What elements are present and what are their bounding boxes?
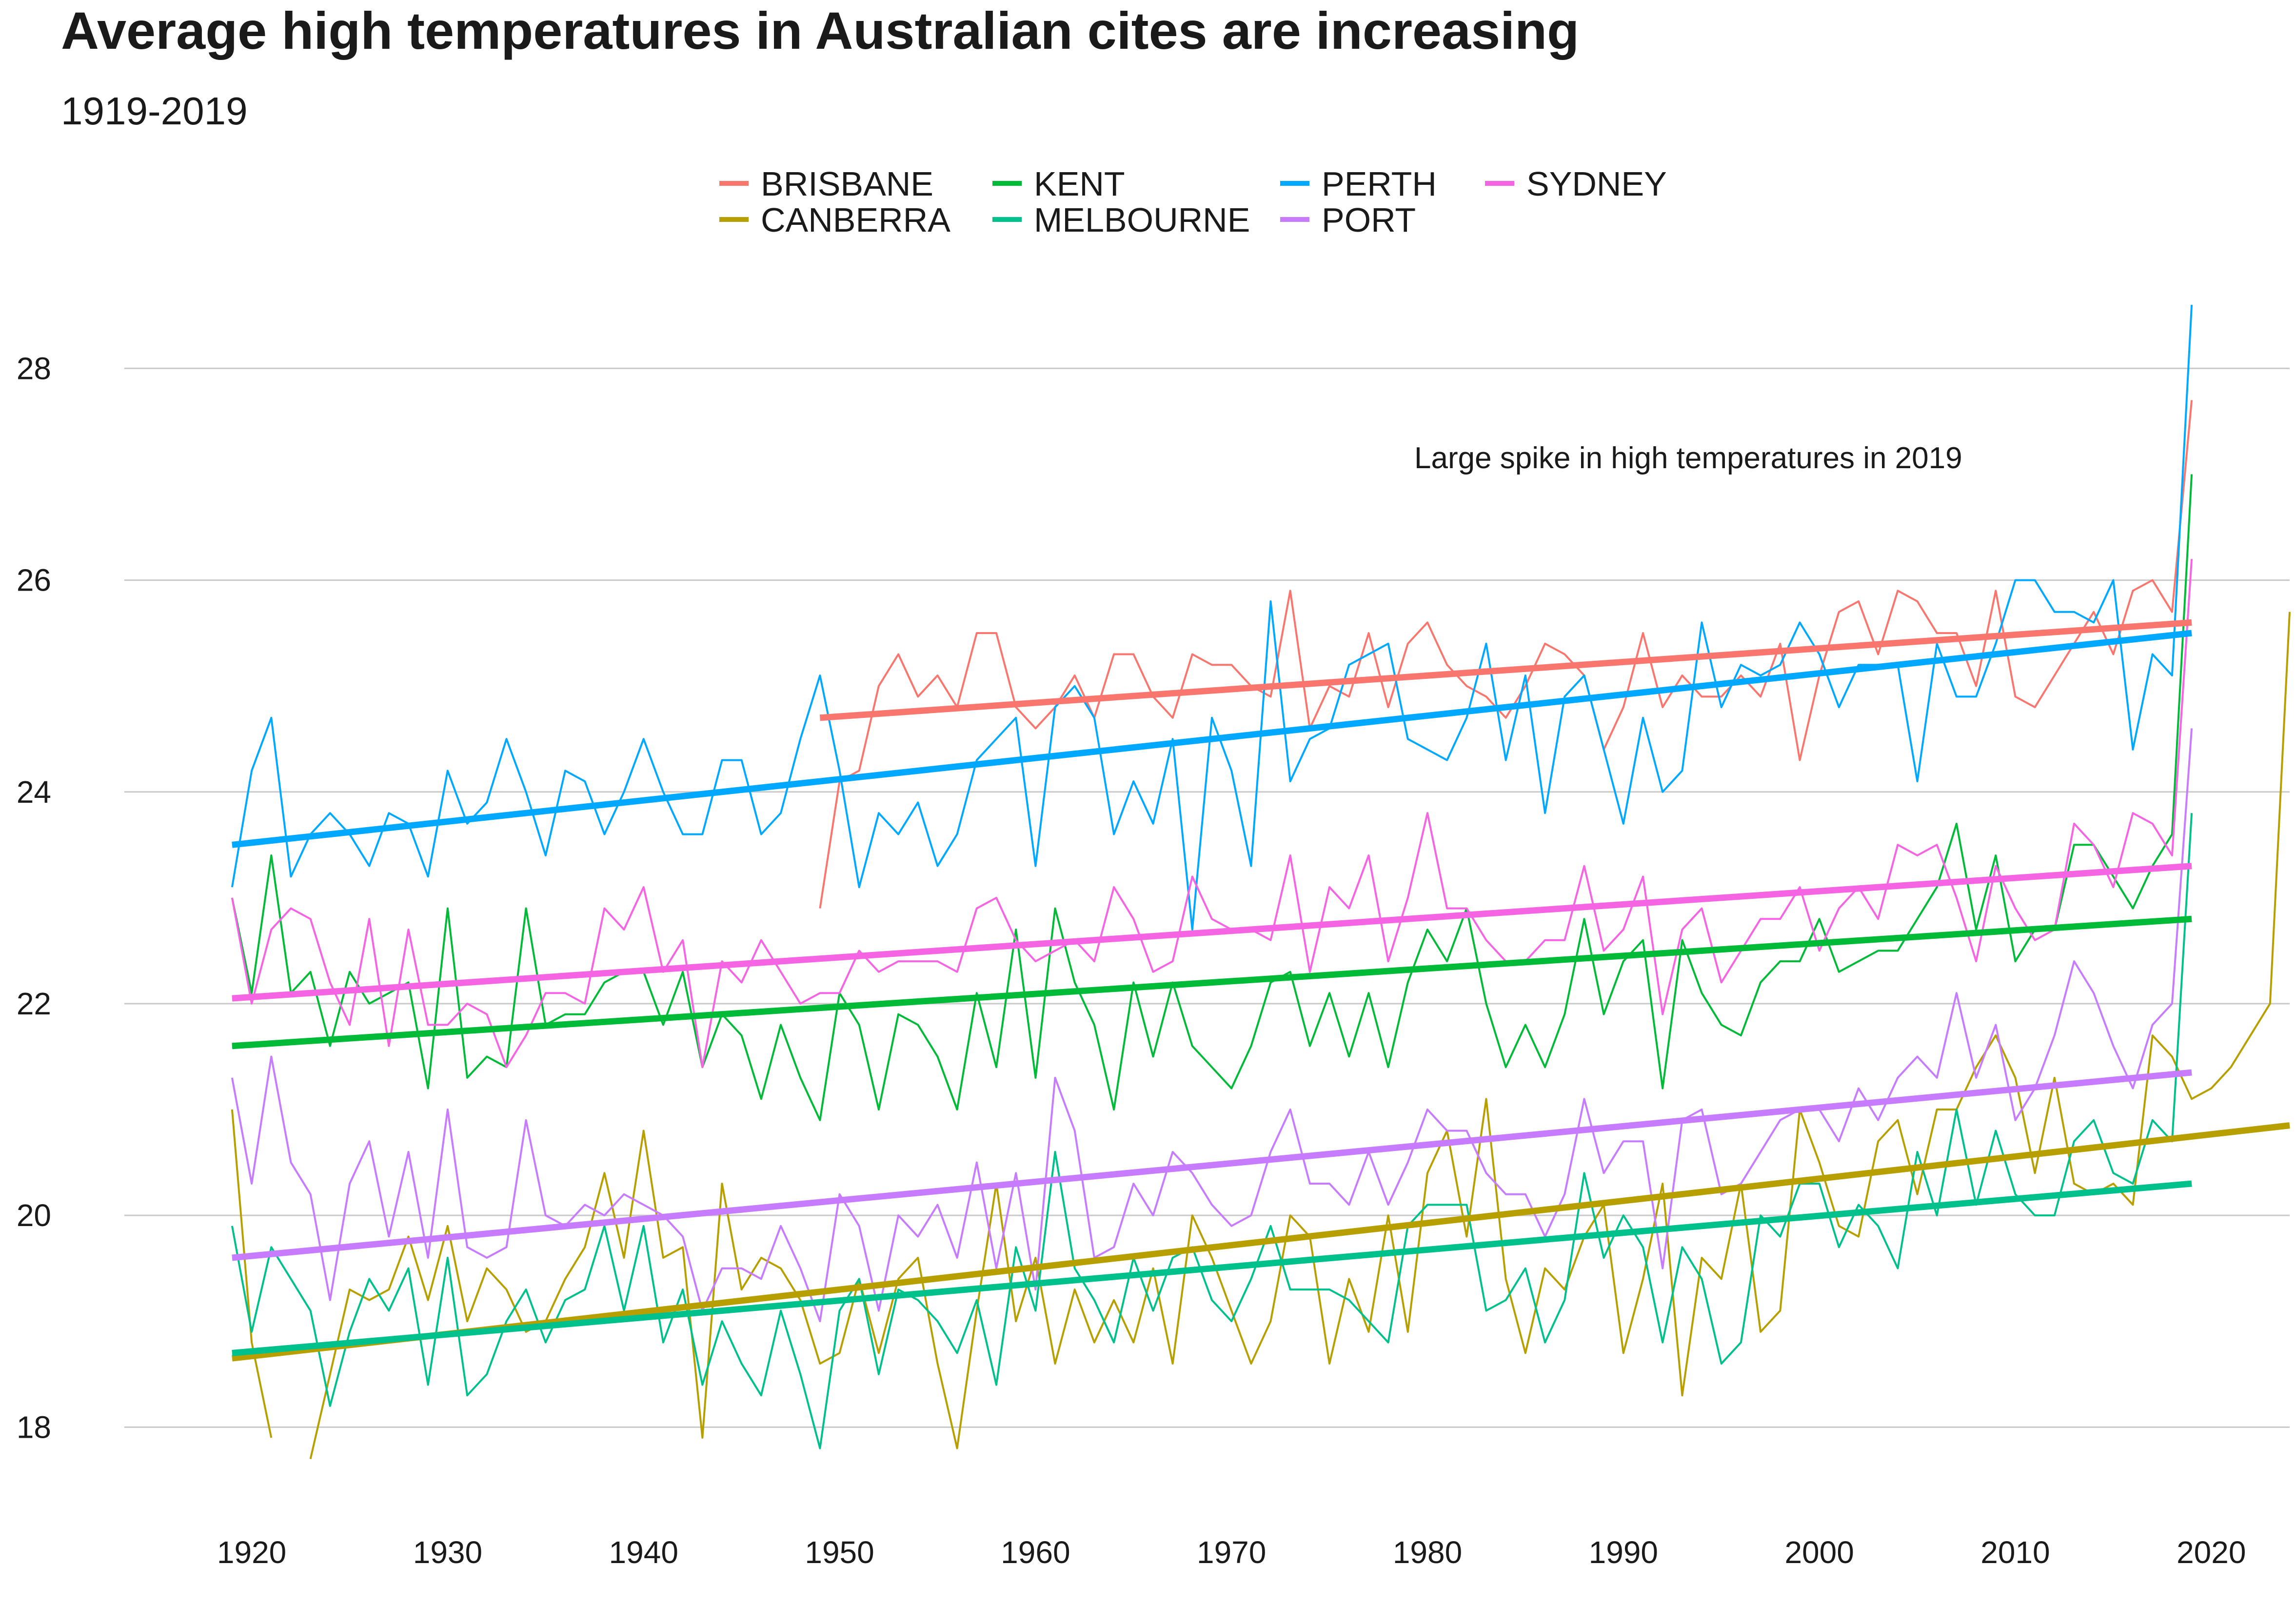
series-line-brisbane <box>819 400 2193 909</box>
series-line-canberra <box>231 612 2291 1459</box>
chart-subtitle: 1919-2019 <box>61 89 248 133</box>
x-axis-ticks: 1920 1930 1940 1950 1960 1970 1980 1990 2000 2010… <box>217 1535 2246 1570</box>
annotation-2019-spike: Large spike in high temperatures in 2019 <box>1414 441 1962 475</box>
x-tick-label: 1940 <box>609 1535 678 1570</box>
legend-label-perth: PERTH <box>1322 165 1437 203</box>
y-tick-label: 26 <box>17 563 51 598</box>
y-tick-label: 22 <box>17 986 51 1021</box>
gridlines <box>124 367 2290 1428</box>
legend-label-port: PORT <box>1322 201 1416 239</box>
y-tick-label: 28 <box>17 351 51 386</box>
y-axis-ticks: 18 20 22 24 26 28 <box>17 351 51 1445</box>
x-tick-label: 1930 <box>413 1535 482 1570</box>
series-line-port <box>231 728 2193 1323</box>
trend-line-melbourne <box>232 1180 2192 1356</box>
x-tick-label: 1980 <box>1393 1535 1462 1570</box>
x-tick-label: 1990 <box>1589 1535 1658 1570</box>
series-line-kent <box>231 474 2193 1121</box>
trend-line-canberra <box>232 1122 2290 1362</box>
y-tick-label: 24 <box>17 774 51 810</box>
trend-line-kent <box>232 915 2192 1050</box>
x-tick-label: 2020 <box>2177 1535 2246 1570</box>
chart-title: Average high temperatures in Australian … <box>61 1 1579 60</box>
legend-label-brisbane: BRISBANE <box>761 165 933 203</box>
trend-lines <box>232 619 2290 1362</box>
series-line-sydney <box>231 559 2193 1069</box>
x-tick-label: 1960 <box>1001 1535 1070 1570</box>
legend-label-melbourne: MELBOURNE <box>1034 201 1250 239</box>
x-tick-label: 1950 <box>805 1535 874 1570</box>
x-tick-label: 1970 <box>1197 1535 1266 1570</box>
y-tick-label: 20 <box>17 1198 51 1233</box>
trend-line-perth <box>232 630 2192 848</box>
trend-line-sydney <box>232 863 2192 1002</box>
x-tick-label: 2000 <box>1784 1535 1854 1570</box>
x-tick-label: 2010 <box>1980 1535 2050 1570</box>
trend-line-brisbane <box>819 619 2192 721</box>
series-lines <box>231 304 2291 1459</box>
legend-label-sydney: SYDNEY <box>1526 165 1667 203</box>
trend-line-port <box>232 1069 2192 1261</box>
legend-label-kent: KENT <box>1034 165 1125 203</box>
y-tick-label: 18 <box>17 1409 51 1445</box>
x-tick-label: 1920 <box>217 1535 286 1570</box>
legend-label-canberra: CANBERRA <box>761 201 950 239</box>
series-line-perth <box>231 304 2193 931</box>
